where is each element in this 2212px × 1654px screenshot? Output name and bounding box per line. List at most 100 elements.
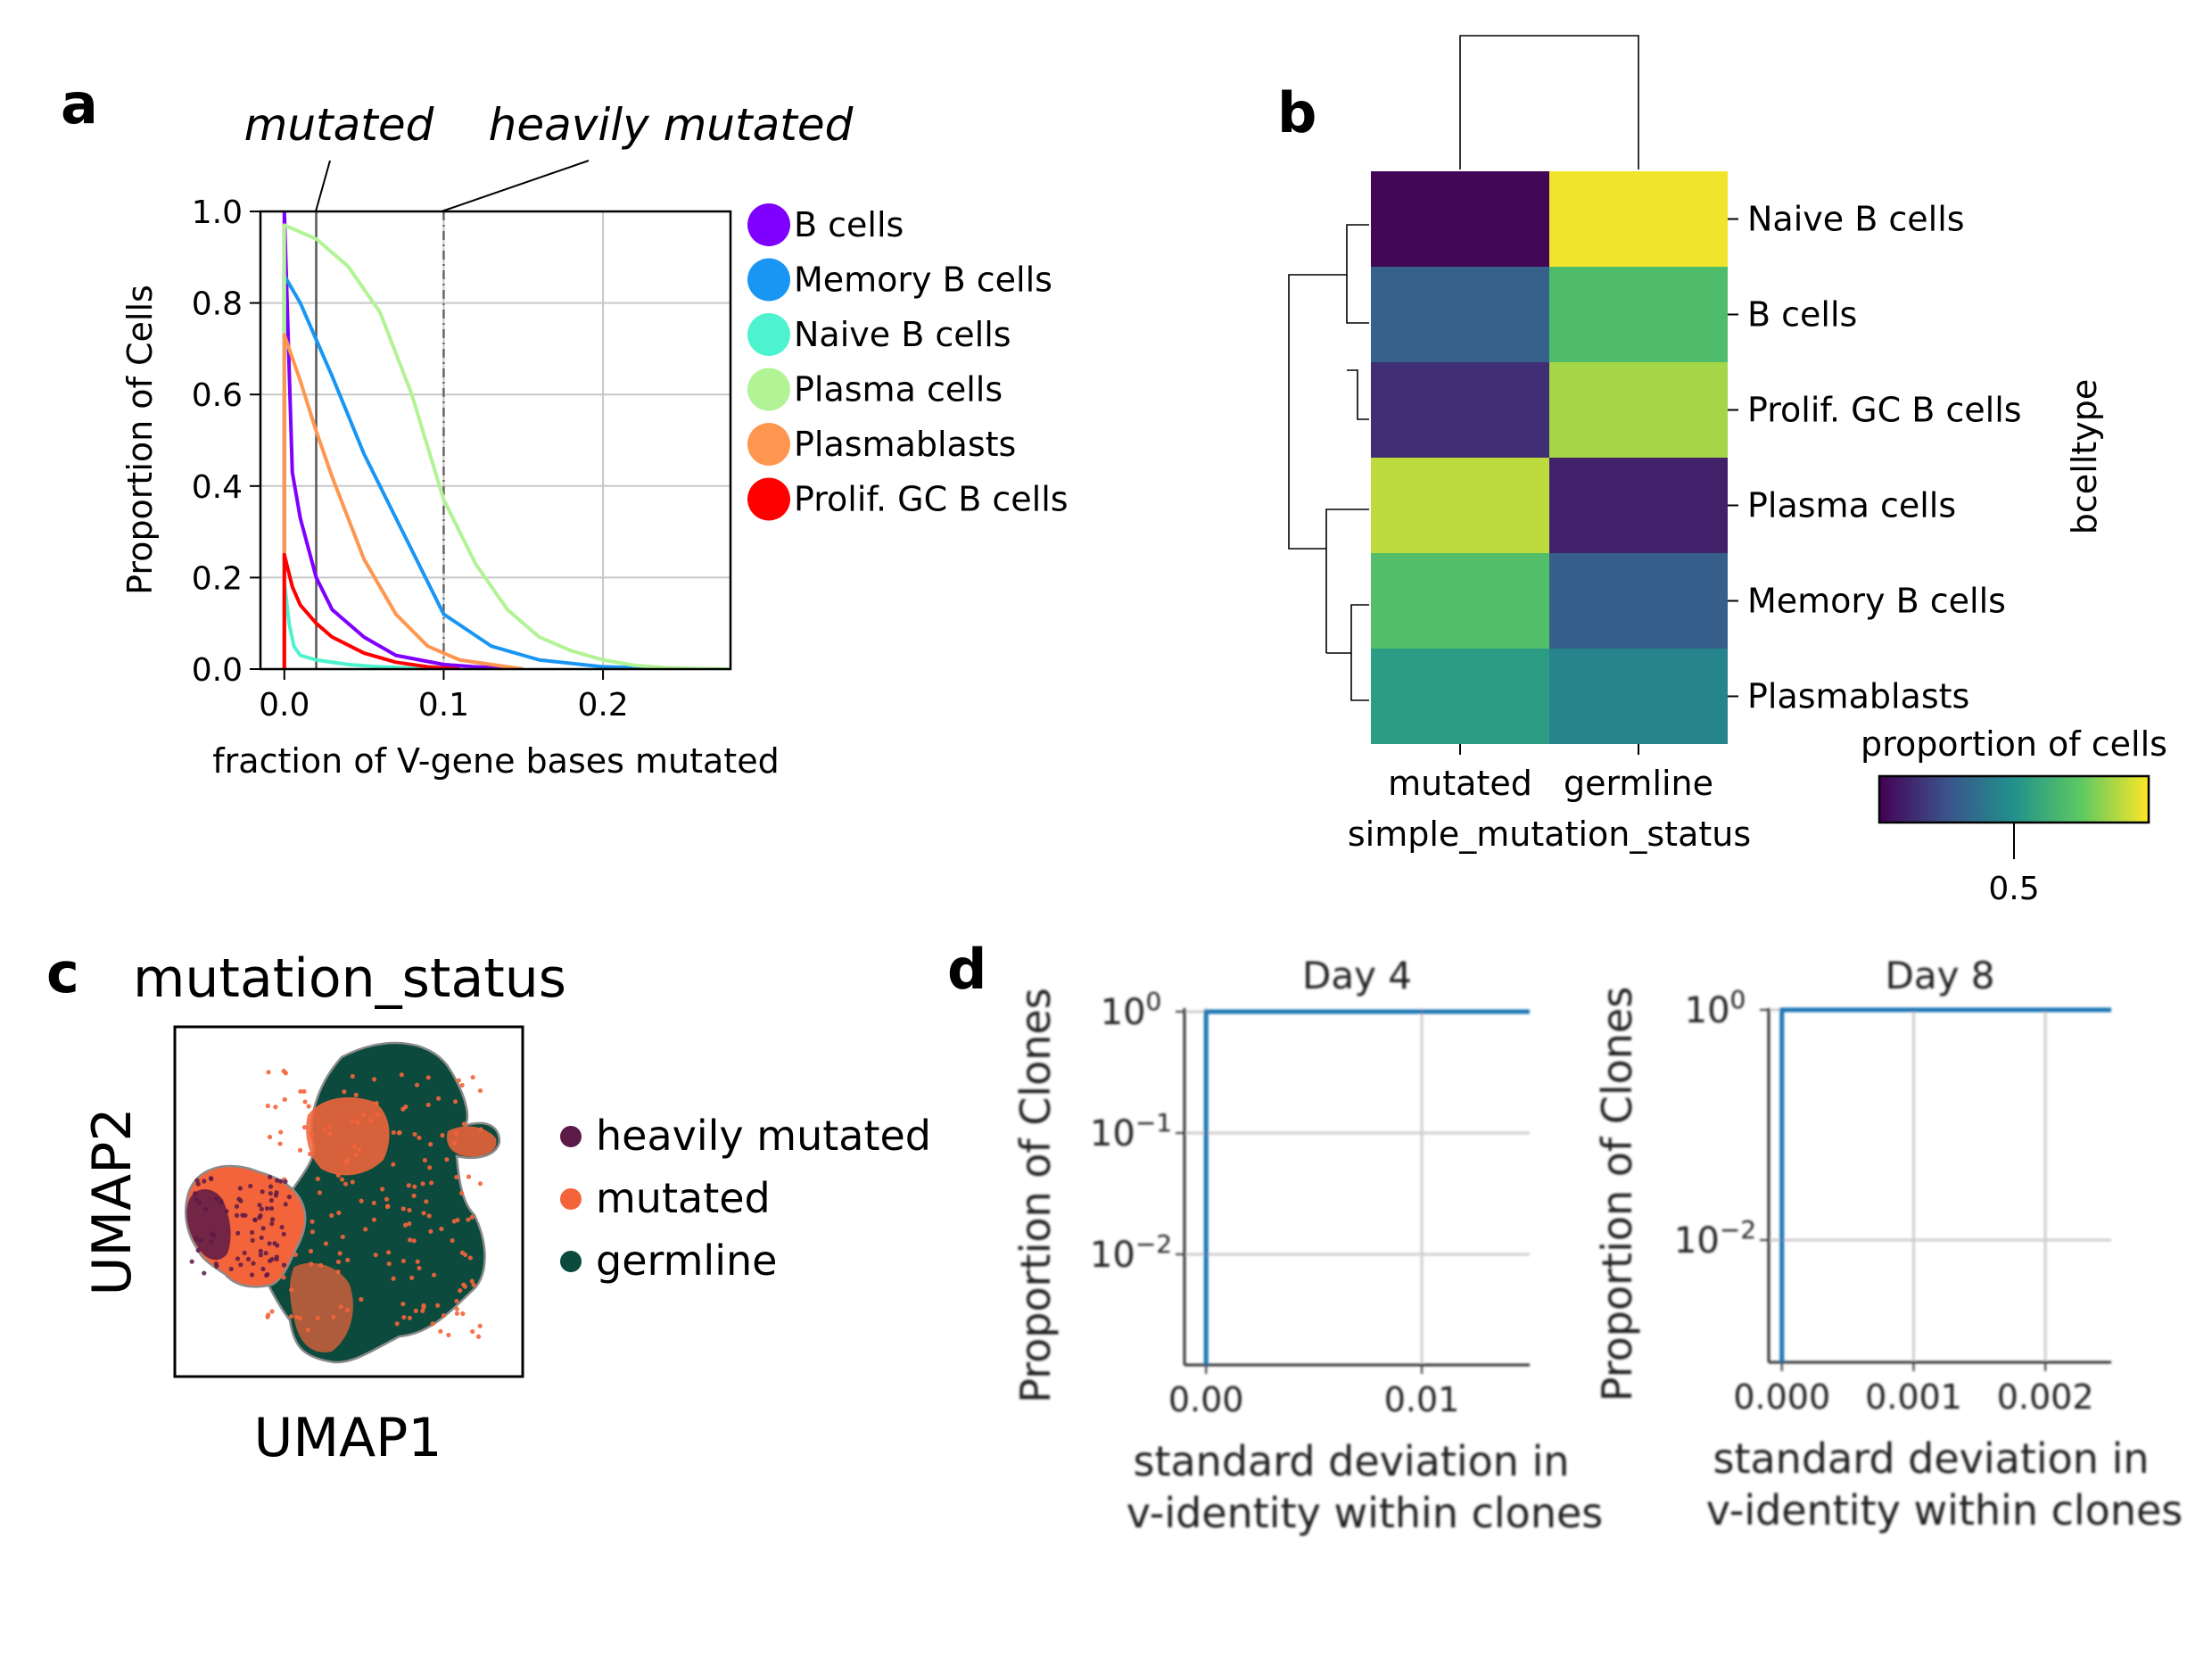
c-umap-point — [452, 1140, 458, 1145]
c-umap-point — [228, 1266, 234, 1272]
c-umap-point — [326, 1124, 333, 1129]
c-legend: heavily mutated mutated germline — [560, 1112, 931, 1285]
c-umap-point — [194, 1178, 200, 1183]
d-x-tick-label: 0.000 — [1733, 1377, 1830, 1417]
c-umap-point — [268, 1184, 274, 1189]
a-series-line — [282, 211, 524, 669]
c-umap-point — [210, 1231, 215, 1236]
c-umap-point — [431, 1272, 437, 1278]
c-umap-point — [427, 1165, 433, 1170]
c-umap-point — [317, 1190, 322, 1195]
c-umap-point — [420, 1308, 425, 1314]
c-umap-point — [428, 1180, 434, 1186]
c-umap-point — [391, 1276, 396, 1281]
c-umap-point — [277, 1141, 283, 1146]
c-umap-point — [249, 1272, 255, 1278]
a-legend-label: B cells — [794, 205, 904, 244]
d-y-tick-base: 10 — [1090, 1113, 1135, 1154]
c-umap-point — [461, 1121, 466, 1127]
c-umap-point — [327, 1131, 333, 1137]
c-umap-point — [318, 1262, 324, 1268]
d-y-tick-exponent: −1 — [1135, 1108, 1172, 1137]
c-umap-point — [266, 1070, 271, 1075]
c-umap-point — [242, 1250, 247, 1255]
c-x-axis-label: UMAP1 — [253, 1407, 442, 1469]
c-cluster-mutated-right — [446, 1126, 497, 1157]
b-heatmap-cell — [1549, 171, 1728, 267]
c-legend-label: mutated — [596, 1174, 771, 1222]
c-umap-point — [308, 1151, 313, 1157]
c-umap-point — [402, 1222, 409, 1228]
c-umap-point — [397, 1129, 402, 1136]
c-umap-point — [441, 1313, 447, 1319]
a-legend-label: Plasmablasts — [794, 425, 1016, 464]
c-umap-point — [407, 1207, 412, 1213]
c-umap-point — [234, 1203, 240, 1209]
c-umap-point — [281, 1262, 287, 1268]
c-umap-point — [350, 1179, 355, 1185]
d-y-tick-exponent: −2 — [1720, 1215, 1756, 1245]
c-umap-point — [264, 1205, 270, 1212]
c-umap-point — [350, 1118, 355, 1123]
c-umap-point — [417, 1265, 422, 1271]
c-umap-point — [293, 1252, 298, 1257]
c-umap-point — [467, 1255, 473, 1261]
b-heatmap-cell — [1371, 362, 1549, 458]
d-y-axis-label: Proportion of Clones — [1593, 987, 1641, 1402]
b-heatmap-cell — [1371, 458, 1549, 553]
d-y-tick-exponent: −2 — [1135, 1229, 1172, 1259]
a-legend-label: Memory B cells — [794, 261, 1052, 300]
c-umap-point — [268, 1174, 273, 1179]
c-umap-point — [420, 1181, 425, 1187]
c-umap-point — [202, 1178, 207, 1184]
c-umap-point — [259, 1235, 264, 1240]
c-umap-point — [278, 1178, 284, 1184]
c-umap-point — [353, 1092, 359, 1098]
c-umap-point — [438, 1328, 443, 1334]
c-umap-point — [425, 1075, 431, 1080]
c-umap-point — [263, 1251, 268, 1256]
c-umap-point — [471, 1282, 476, 1287]
b-heatmap-cell — [1549, 553, 1728, 649]
c-umap-point — [301, 1125, 308, 1130]
c-umap-point — [412, 1131, 417, 1137]
c-umap-point — [274, 1256, 279, 1262]
c-umap-point — [194, 1197, 199, 1203]
c-umap-point — [315, 1176, 320, 1182]
c-umap-point — [195, 1181, 201, 1187]
c-umap-point — [275, 1178, 280, 1183]
d-x-tick-label: 0.00 — [1168, 1380, 1244, 1419]
c-umap-point — [414, 1082, 420, 1088]
b-dendrograms — [1288, 35, 1639, 701]
c-umap-point — [323, 1241, 329, 1246]
panel-letter-b: b — [1277, 80, 1316, 145]
c-umap-point — [340, 1234, 345, 1240]
c-umap-point — [394, 1321, 400, 1327]
c-umap-point — [238, 1198, 243, 1203]
c-umap-point — [415, 1259, 420, 1264]
b-heatmap-cell — [1549, 362, 1728, 458]
c-umap-point — [336, 1210, 342, 1216]
c-umap-point — [189, 1259, 194, 1264]
c-umap-point — [281, 1231, 286, 1236]
c-umap-point — [335, 1269, 341, 1275]
c-umap-point — [268, 1205, 275, 1212]
b-y-axis-label: bcelltype — [2065, 379, 2104, 534]
c-umap-point — [258, 1253, 263, 1258]
c-umap-point — [235, 1256, 241, 1261]
c-umap-point — [301, 1088, 307, 1095]
c-umap-point — [422, 1157, 427, 1163]
c-umap-point — [374, 1101, 379, 1106]
panel-c-umap: mutation_status UMAP1 UMAP2 heavily muta… — [81, 947, 931, 1469]
b-row-label: Prolif. GC B cells — [1747, 391, 2022, 430]
c-umap-point — [375, 1112, 381, 1118]
d-y-tick-label: 10−2 — [1674, 1215, 1756, 1261]
c-umap-point — [282, 1096, 287, 1103]
c-umap-point — [425, 1102, 431, 1108]
b-col-dendrogram — [1459, 35, 1639, 170]
d-series-line — [1779, 1007, 2111, 1362]
c-umap-point — [426, 1213, 432, 1219]
c-umap-point — [460, 1311, 466, 1317]
c-umap-point — [194, 1236, 199, 1242]
